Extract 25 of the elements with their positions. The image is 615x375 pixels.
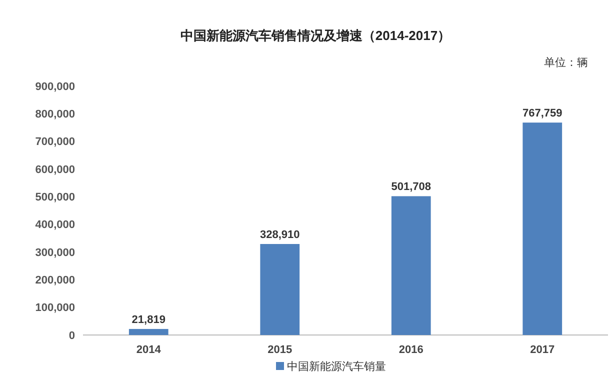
y-tick-label: 300,000 — [35, 246, 75, 259]
data-label: 21,819 — [132, 314, 166, 326]
y-tick-label: 200,000 — [35, 274, 75, 287]
y-tick-label: 700,000 — [35, 136, 75, 148]
y-tick-label: 100,000 — [35, 302, 75, 314]
x-tick-label: 2016 — [398, 344, 424, 356]
data-label: 328,910 — [260, 229, 300, 241]
bar — [128, 328, 168, 335]
legend-label: 中国新能源汽车销量 — [287, 360, 386, 373]
y-tick-label: 400,000 — [35, 219, 75, 232]
x-tick-label: 2014 — [136, 344, 162, 356]
data-label: 767,759 — [522, 108, 562, 120]
x-tick-label: 2015 — [268, 344, 292, 356]
chart-title: 中国新能源汽车销售情况及增速（2014-2017） — [180, 28, 451, 43]
text: 单位：辆 — [544, 56, 588, 69]
bar — [391, 196, 431, 335]
y-tick-label: 500,000 — [35, 192, 75, 204]
x-tick-label: 2017 — [530, 344, 555, 356]
y-tick-label: 900,000 — [35, 80, 75, 93]
bar — [260, 244, 300, 335]
y-tick-label: 600,000 — [35, 164, 75, 176]
y-tick-label: 0 — [68, 330, 75, 342]
data-label: 501,708 — [391, 181, 432, 194]
bar — [522, 122, 562, 335]
y-tick-label: 800,000 — [35, 108, 75, 121]
